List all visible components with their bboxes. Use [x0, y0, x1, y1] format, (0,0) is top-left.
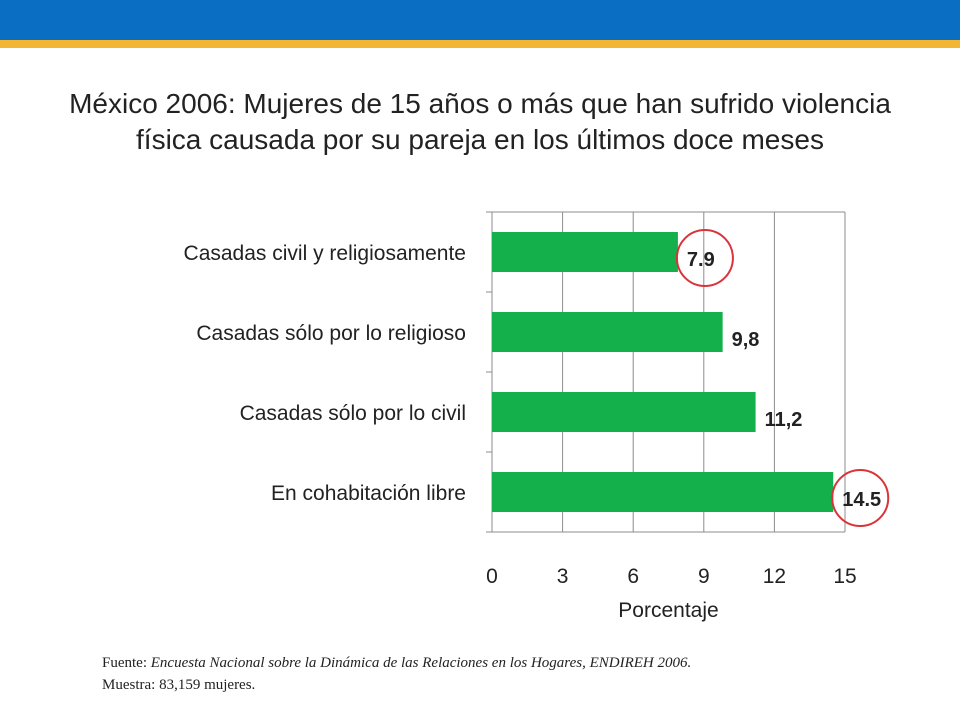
bar [492, 472, 834, 512]
category-label: Casadas civil y religiosamente [184, 242, 466, 265]
source-line: Fuente: Encuesta Nacional sobre la Dinám… [102, 652, 691, 674]
source-note: Fuente: Encuesta Nacional sobre la Dinám… [102, 652, 691, 696]
header-stripe [0, 40, 960, 48]
sample-line: Muestra: 83,159 mujeres. [102, 677, 256, 693]
x-tick-label: 9 [698, 565, 710, 588]
highlight-circle [675, 229, 734, 287]
x-axis-label: Porcentaje [618, 599, 718, 622]
title-line-1: México 2006: Mujeres de 15 años o más qu… [69, 88, 891, 119]
data-label: 11,2 [765, 409, 803, 431]
source-prefix: Fuente: [102, 655, 151, 671]
x-tick-label: 0 [486, 565, 498, 588]
data-label: 9,8 [732, 329, 760, 351]
source-title: Encuesta Nacional sobre la Dinámica de l… [150, 655, 692, 671]
highlight-circle [831, 469, 890, 527]
bar-chart: Casadas civil y religiosamente 7.9 Casadas… [184, 211, 890, 622]
x-tick-label: 3 [557, 565, 569, 588]
data-label: 14.5 [842, 489, 881, 511]
x-tick-label: 12 [763, 565, 786, 588]
bar [492, 232, 678, 272]
bar [492, 392, 756, 432]
x-tick-label: 15 [833, 565, 856, 588]
x-tick-label: 6 [627, 565, 639, 588]
category-label: Casadas sólo por lo religioso [196, 322, 466, 345]
category-label: En cohabitación libre [271, 482, 466, 505]
header-band [0, 0, 960, 40]
slide-title: México 2006: Mujeres de 15 años o más qu… [0, 86, 960, 158]
data-label: 7.9 [687, 249, 715, 271]
category-label: Casadas sólo por lo civil [240, 402, 466, 425]
bar [492, 312, 723, 352]
title-line-2: física causada por su pareja en los últi… [136, 124, 824, 155]
